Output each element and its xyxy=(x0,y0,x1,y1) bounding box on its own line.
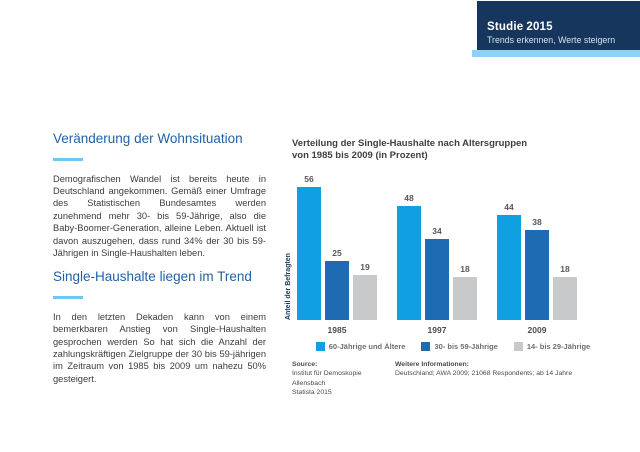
bar-value-label: 19 xyxy=(360,262,370,272)
section2-underline xyxy=(53,296,83,299)
category-label: 2009 xyxy=(527,325,547,335)
bar-column: 18 xyxy=(453,172,477,320)
bar-column: 25 xyxy=(325,172,349,320)
bar-60-Jährige und Ältere xyxy=(497,215,521,320)
header-subtitle: Trends erkennen, Werte steigern xyxy=(487,35,616,45)
source-block: Source: Institut für Demoskopie Allensba… xyxy=(292,360,395,398)
bar-column: 19 xyxy=(353,172,377,320)
bar-14- bis 29-Jährige xyxy=(553,277,577,320)
legend-swatch-icon xyxy=(315,342,325,351)
chart-title: Verteilung der Single-Haushalte nach Alt… xyxy=(292,138,614,162)
bar-group-1997: 48 34 18 1997 xyxy=(397,172,477,335)
section1-underline xyxy=(53,158,83,161)
bar-value-label: 44 xyxy=(504,202,514,212)
info-block: Weitere Informationen: Deutschland; AWA … xyxy=(395,360,572,398)
bar-value-label: 25 xyxy=(332,248,342,258)
bar-column: 48 xyxy=(397,172,421,320)
left-text-column: Veränderung der Wohnsituation Demografis… xyxy=(53,131,266,385)
section1-body: Demografischen Wandel ist bereits heute … xyxy=(53,173,266,258)
bar-groups: 56 25 19 1985 48 34 18 1997 44 38 18 2009 xyxy=(297,172,577,335)
chart-title-line2: von 1985 bis 2009 (in Prozent) xyxy=(292,150,428,161)
bar-value-label: 18 xyxy=(460,264,470,274)
bar-column: 56 xyxy=(297,172,321,320)
chart-legend: 60-Jährige und Ältere 30- bis 59-Jährige 1… xyxy=(292,342,614,351)
legend-swatch-icon xyxy=(513,342,523,351)
section2-heading: Single-Haushalte liegen im Trend xyxy=(53,269,252,285)
chart-title-line1: Verteilung der Single-Haushalte nach Alt… xyxy=(292,138,528,149)
bar-14- bis 29-Jährige xyxy=(453,277,477,320)
category-label: 1985 xyxy=(327,325,347,335)
legend-item: 14- bis 29-Jährige xyxy=(513,342,591,351)
category-label: 1997 xyxy=(427,325,447,335)
chart-footnotes: Source: Institut für Demoskopie Allensba… xyxy=(292,360,614,398)
source-label: Source: xyxy=(292,361,318,368)
bar-30- bis 59-Jährige xyxy=(425,239,449,320)
bar-value-label: 38 xyxy=(532,217,542,227)
section2-body: In den letzten Dekaden kann von einem be… xyxy=(53,311,266,384)
info-label: Weitere Informationen: xyxy=(395,361,469,368)
bar-value-label: 18 xyxy=(560,264,570,274)
bar-column: 38 xyxy=(525,172,549,320)
source-line-1: Institut für Demoskopie Allensbach xyxy=(292,370,362,387)
bar-60-Jährige und Ältere xyxy=(397,206,421,320)
header-title-year: 2015 xyxy=(526,21,553,33)
legend-item: 30- bis 59-Jährige xyxy=(421,342,498,351)
bar-60-Jährige und Ältere xyxy=(297,187,321,320)
bar-column: 34 xyxy=(425,172,449,320)
header-title: Studie 2015 xyxy=(487,21,615,33)
legend-label: 30- bis 59-Jährige xyxy=(434,342,498,351)
bar-value-label: 48 xyxy=(404,193,414,203)
bar-14- bis 29-Jährige xyxy=(353,275,377,320)
bar-30- bis 59-Jährige xyxy=(525,230,549,320)
header-stripe xyxy=(472,50,640,57)
bar-value-label: 56 xyxy=(304,174,314,184)
source-line-2: Statista 2015 xyxy=(292,389,332,397)
legend-item: 60-Jährige und Ältere xyxy=(315,342,406,351)
legend-swatch-icon xyxy=(421,342,431,351)
header-text: Studie 2015 Trends erkennen, Werte steige… xyxy=(487,21,615,45)
chart-block: Verteilung der Single-Haushalte nach Alt… xyxy=(285,138,614,398)
section1-heading: Veränderung der Wohnsituation xyxy=(53,131,243,146)
bar-column: 18 xyxy=(553,172,577,320)
legend-label: 60-Jährige und Ältere xyxy=(328,342,406,351)
bar-value-label: 34 xyxy=(432,226,442,236)
y-axis-label: Anteil der Befragten xyxy=(285,253,292,320)
info-text: Deutschland; AWA 2009; 21068 Respondents… xyxy=(395,370,573,378)
legend-label: 14- bis 29-Jährige xyxy=(526,342,591,351)
bar-group-1985: 56 25 19 1985 xyxy=(297,172,377,335)
header-banner: Studie 2015 Trends erkennen, Werte steige… xyxy=(477,1,640,50)
bar-column: 44 xyxy=(497,172,521,320)
bar-chart-plot: Anteil der Befragten 56 25 19 1985 48 34 18 199… xyxy=(285,172,577,335)
bar-group-2009: 44 38 18 2009 xyxy=(497,172,577,335)
header-title-studie: Studie xyxy=(487,21,524,33)
bar-30- bis 59-Jährige xyxy=(325,261,349,320)
